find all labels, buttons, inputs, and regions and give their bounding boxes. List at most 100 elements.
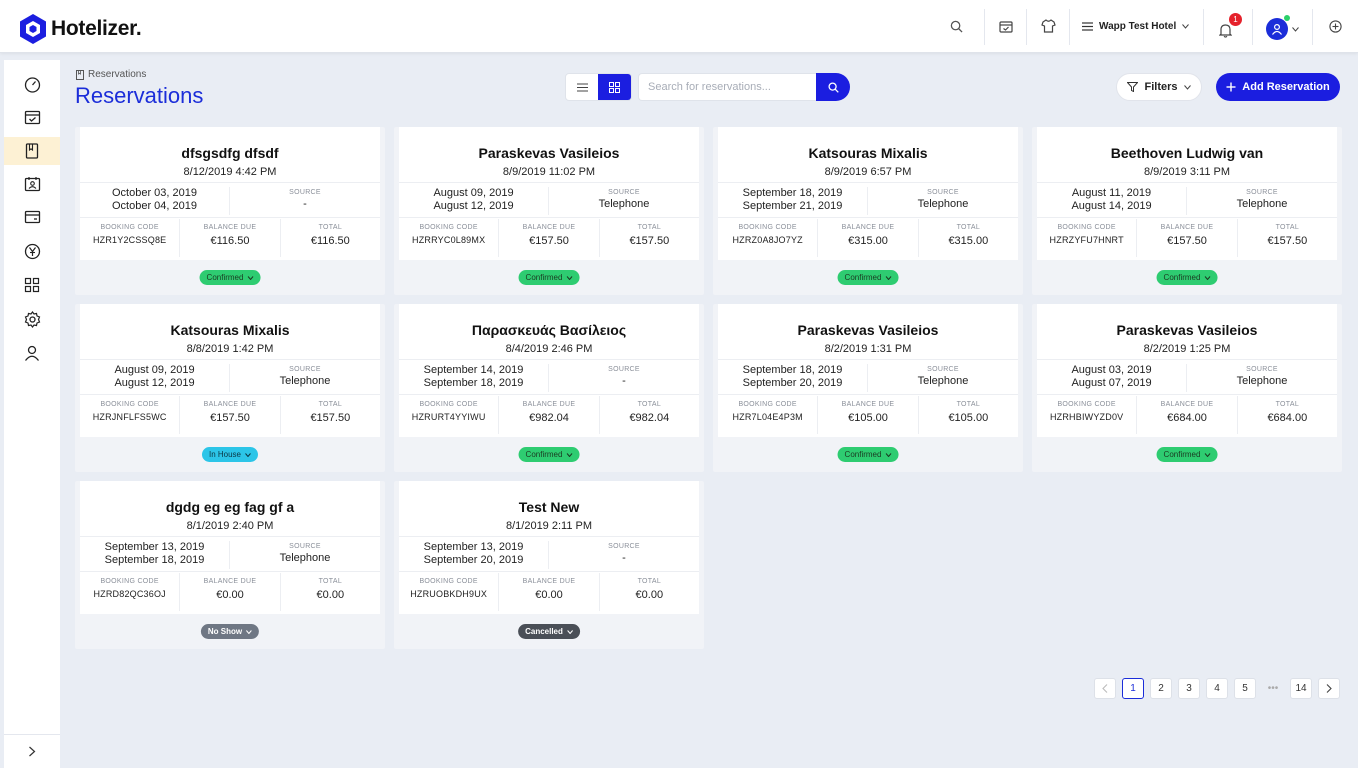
booking-code-value: HZRURT4YYIWU (411, 412, 486, 422)
booking-code-value: HZRUOBKDH9UX (410, 589, 488, 599)
balance-due-cell: BALANCE DUE €315.00 (818, 219, 919, 257)
booking-code-cell: BOOKING CODE HZRUOBKDH9UX (399, 573, 500, 611)
balance-due-cell: BALANCE DUE €0.00 (499, 573, 600, 611)
reservation-card[interactable]: Παρασκευάς Βασίλειος 8/4/2019 2:46 PM Se… (394, 304, 704, 472)
booking-code-label: BOOKING CODE (100, 401, 159, 408)
balance-due-label: BALANCE DUE (203, 578, 257, 585)
reservation-card[interactable]: Katsouras Mixalis 8/8/2019 1:42 PM Augus… (75, 304, 385, 472)
balance-due-label: BALANCE DUE (841, 401, 895, 408)
reservation-card[interactable]: Paraskevas Vasileios 8/2/2019 1:31 PM Se… (713, 304, 1023, 472)
reservation-card[interactable]: dgdg eg eg fag gf a 8/1/2019 2:40 PM Sep… (75, 481, 385, 649)
reservation-card[interactable]: Katsouras Mixalis 8/9/2019 6:57 PM Septe… (713, 127, 1023, 295)
add-circle-icon[interactable] (1323, 14, 1347, 38)
sidebar-item-apps[interactable] (4, 271, 60, 299)
calendar-check-icon[interactable] (994, 14, 1018, 38)
shirt-icon[interactable] (1036, 14, 1060, 38)
booking-code-value: HZRZYFU7HNRT (1049, 235, 1124, 245)
sidebar-item-dashboard[interactable] (4, 70, 60, 98)
list-view-button[interactable] (566, 74, 598, 100)
chevron-down-icon (566, 275, 573, 280)
user-avatar[interactable] (1266, 18, 1288, 40)
balance-due-label: BALANCE DUE (1160, 224, 1214, 231)
page-button[interactable]: 4 (1206, 678, 1228, 699)
status-dropdown[interactable]: Confirmed (837, 270, 899, 285)
created-datetime: 8/9/2019 3:11 PM (1143, 166, 1231, 178)
total-label: TOTAL (1275, 401, 1300, 408)
source-label: SOURCE (927, 189, 959, 196)
total-value: €982.04 (629, 412, 670, 424)
stay-dates: September 13, 2019 September 18, 2019 (80, 541, 230, 569)
status-label: Confirmed (1163, 273, 1201, 282)
balance-due-label: BALANCE DUE (1160, 401, 1214, 408)
reservation-card[interactable]: Paraskevas Vasileios 8/2/2019 1:25 PM Au… (1032, 304, 1342, 472)
breadcrumb[interactable]: Reservations (76, 69, 146, 80)
page-button[interactable]: 5 (1234, 678, 1256, 699)
checkin-date: August 03, 2019 (1071, 364, 1152, 376)
total-value: €315.00 (948, 235, 989, 247)
reservation-card[interactable]: Test New 8/1/2019 2:11 PM September 13, … (394, 481, 704, 649)
amounts-row: BOOKING CODE HZRD82QC36OJ BALANCE DUE €0… (80, 573, 380, 611)
total-value: €157.50 (629, 235, 670, 247)
balance-due-value: €157.50 (210, 412, 250, 424)
sidebar-item-settings[interactable] (4, 305, 60, 333)
total-label: TOTAL (318, 401, 343, 408)
source-cell: SOURCE Telephone (549, 189, 699, 210)
status-dropdown[interactable]: Confirmed (518, 447, 580, 462)
sidebar-item-guests[interactable] (4, 170, 60, 198)
source-value: Telephone (279, 552, 331, 564)
add-reservation-button[interactable]: Add Reservation (1216, 73, 1340, 101)
hotel-selector[interactable]: Wapp Test Hotel (1082, 14, 1190, 38)
sidebar-item-calendar[interactable] (4, 103, 60, 131)
status-dropdown[interactable]: Confirmed (837, 447, 899, 462)
chevron-down-icon (1182, 23, 1190, 29)
sidebar-expand-button[interactable] (4, 734, 60, 768)
amounts-row: BOOKING CODE HZR1Y2CSSQ8E BALANCE DUE €1… (80, 219, 380, 257)
status-dropdown[interactable]: Cancelled (518, 624, 580, 639)
filters-button[interactable]: Filters (1116, 73, 1202, 101)
grid-icon (24, 277, 40, 293)
search-button[interactable] (816, 73, 850, 101)
total-label: TOTAL (637, 224, 662, 231)
app-logo[interactable]: Hotelizer. (18, 13, 142, 45)
search-input[interactable] (638, 73, 816, 101)
prev-page-button[interactable] (1094, 678, 1116, 699)
checkout-date: September 21, 2019 (742, 200, 843, 212)
status-label: Confirmed (525, 273, 563, 282)
sidebar-item-profile[interactable] (4, 339, 60, 367)
balance-due-cell: BALANCE DUE €116.50 (180, 219, 281, 257)
chevron-down-icon (246, 629, 252, 634)
grid-view-button[interactable] (598, 74, 631, 100)
reservation-card[interactable]: dfsgsdfg dfsdf 8/12/2019 4:42 PM October… (75, 127, 385, 295)
amounts-row: BOOKING CODE HZRUOBKDH9UX BALANCE DUE €0… (399, 573, 699, 611)
sidebar-item-reservations[interactable] (4, 137, 60, 165)
booking-code-label: BOOKING CODE (1057, 224, 1116, 231)
status-dropdown[interactable]: In House (201, 447, 259, 462)
status-dropdown[interactable]: No Show (200, 624, 260, 639)
sidebar-item-finance[interactable] (4, 237, 60, 265)
sidebar-item-wallet[interactable] (4, 203, 60, 231)
page-button[interactable]: 2 (1150, 678, 1172, 699)
page-button[interactable]: 3 (1178, 678, 1200, 699)
source-value: Telephone (917, 198, 969, 210)
page-button[interactable]: 1 (1122, 678, 1144, 699)
status-dropdown[interactable]: Confirmed (1156, 270, 1218, 285)
status-dropdown[interactable]: Confirmed (518, 270, 580, 285)
status-dropdown[interactable]: Confirmed (1156, 447, 1218, 462)
checkin-date: September 14, 2019 (423, 364, 524, 376)
page-button[interactable]: 14 (1290, 678, 1312, 699)
user-menu-chevron-icon[interactable] (1290, 22, 1300, 36)
reservation-card[interactable]: Beethoven Ludwig van 8/9/2019 3:11 PM Au… (1032, 127, 1342, 295)
wallet-icon (24, 210, 40, 224)
source-cell: SOURCE - (549, 366, 699, 387)
reservation-card-body: dfsgsdfg dfsdf 8/12/2019 4:42 PM October… (80, 127, 380, 260)
booking-code-value: HZRD82QC36OJ (93, 589, 166, 599)
source-label: SOURCE (608, 366, 640, 373)
next-page-button[interactable] (1318, 678, 1340, 699)
hotel-name: Wapp Test Hotel (1099, 20, 1177, 32)
sidebar (4, 60, 60, 768)
notifications-button[interactable]: 1 (1214, 13, 1242, 41)
reservation-card[interactable]: Paraskevas Vasileios 8/9/2019 11:02 PM A… (394, 127, 704, 295)
stay-dates: August 09, 2019 August 12, 2019 (399, 187, 549, 215)
header-search-icon[interactable] (944, 14, 968, 38)
status-dropdown[interactable]: Confirmed (199, 270, 261, 285)
